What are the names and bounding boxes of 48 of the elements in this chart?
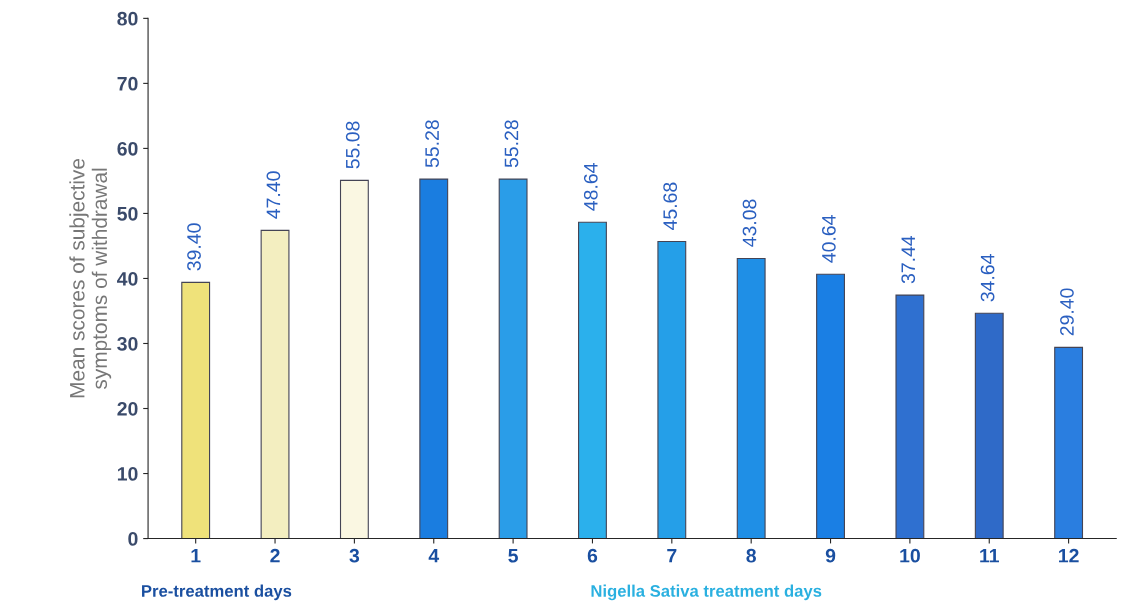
y-tick-label: 0 bbox=[128, 532, 138, 546]
data-label: 34.64 bbox=[980, 254, 995, 302]
text: Nigella Sativa treatment days bbox=[591, 584, 822, 601]
x-tick-label: 6 bbox=[587, 548, 598, 563]
bar bbox=[260, 229, 290, 539]
data-label: 43.08 bbox=[742, 199, 757, 247]
x-tick-label: 1 bbox=[191, 549, 201, 563]
x-tick-label: 8 bbox=[746, 548, 756, 563]
data-label: 55.28 bbox=[504, 120, 519, 168]
y-tick-label: 20 bbox=[117, 401, 138, 416]
data-label: 55.28 bbox=[425, 120, 439, 168]
data-label: 39.40 bbox=[187, 223, 201, 271]
data-label: 45.68 bbox=[663, 182, 678, 230]
y-tick-label: 40 bbox=[117, 271, 138, 286]
bar bbox=[816, 273, 845, 539]
x-tick-label: 10 bbox=[900, 548, 920, 563]
bar bbox=[736, 257, 766, 539]
x-tick-label: 9 bbox=[825, 548, 836, 563]
data-label: 40.64 bbox=[821, 215, 836, 263]
y-axis-title: Mean scores of subjective symptoms of withdrawal bbox=[69, 158, 112, 398]
bar bbox=[1054, 346, 1084, 539]
bar bbox=[339, 179, 369, 539]
x-tick-label: 2 bbox=[270, 548, 280, 563]
text: Pre-treatment days bbox=[142, 584, 292, 601]
y-tick-label: 60 bbox=[117, 141, 138, 156]
y-tick-label: 50 bbox=[117, 206, 138, 221]
x-tick-label: 11 bbox=[980, 549, 999, 563]
y-tick-label: 30 bbox=[117, 336, 138, 351]
x-tick-label: 7 bbox=[667, 549, 677, 563]
x-tick-label: 4 bbox=[428, 549, 440, 563]
y-tick-label: 80 bbox=[117, 11, 138, 26]
y-tick-label: 10 bbox=[117, 467, 138, 481]
bar bbox=[974, 312, 1004, 539]
x-tick-label: 12 bbox=[1059, 548, 1079, 563]
bar bbox=[895, 294, 925, 539]
data-label: 55.08 bbox=[345, 121, 360, 169]
data-label: 29.40 bbox=[1060, 288, 1074, 336]
bar bbox=[498, 178, 528, 539]
x-tick-label: 5 bbox=[508, 549, 518, 563]
x-tick-label: 3 bbox=[349, 548, 360, 563]
data-label: 37.44 bbox=[901, 235, 916, 284]
bar bbox=[419, 178, 449, 539]
data-label: 48.64 bbox=[583, 163, 598, 211]
bar bbox=[578, 221, 607, 539]
bar bbox=[181, 281, 211, 539]
bar bbox=[657, 240, 687, 539]
y-tick-label: 70 bbox=[117, 76, 138, 91]
data-label: 47.40 bbox=[266, 171, 281, 219]
